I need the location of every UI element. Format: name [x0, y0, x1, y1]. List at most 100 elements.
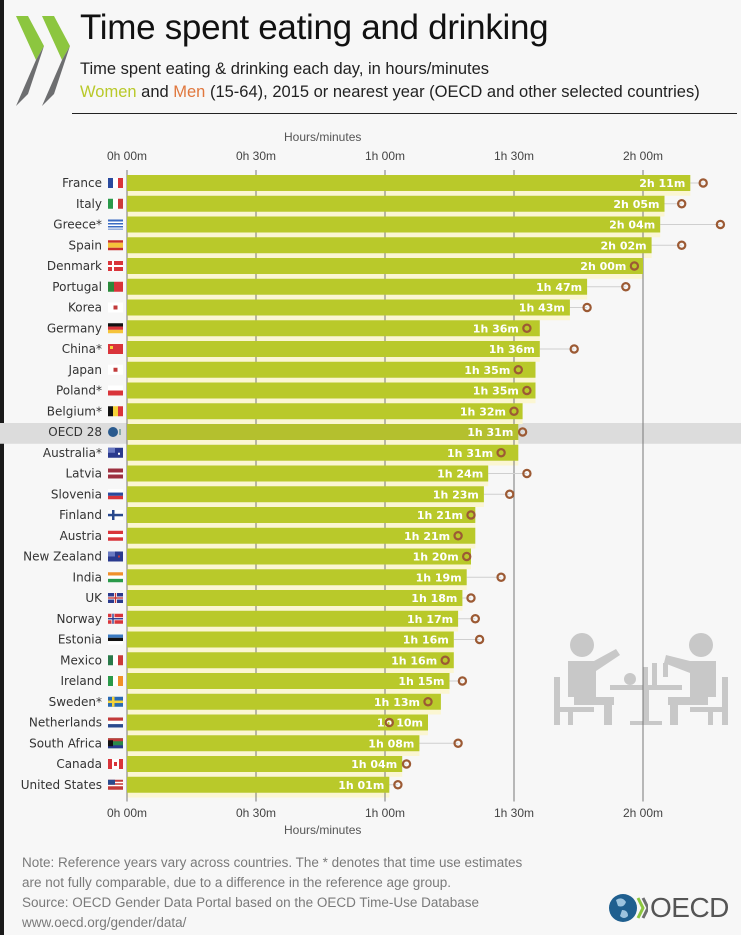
bar-value-label: 1h 21m — [404, 530, 450, 543]
marker-men — [496, 572, 506, 582]
bar-women — [127, 693, 441, 710]
category-label: Slovenia — [51, 487, 102, 501]
marker-men — [457, 676, 468, 686]
row-stripe — [127, 377, 536, 383]
flag-lv-icon — [108, 468, 123, 479]
oecd-logo: OECD — [608, 890, 729, 926]
row-stripe — [127, 751, 420, 756]
category-label: India — [73, 570, 102, 584]
category-label: Finland — [59, 508, 102, 522]
row-stripe — [127, 357, 540, 362]
flag-ie-icon — [108, 676, 123, 686]
row-stripe — [127, 336, 540, 341]
bar-women — [127, 382, 536, 399]
marker-men — [393, 780, 403, 790]
category-label: Estonia — [58, 633, 102, 647]
flag-za-icon — [108, 738, 123, 749]
bar-women — [127, 403, 523, 420]
x-tick-label: 0h 00m — [106, 149, 148, 163]
marker-men — [509, 406, 519, 416]
row-stripe — [127, 191, 691, 196]
page-title: Time spent eating and drinking — [80, 8, 549, 47]
bar-value-label: 1h 08m — [368, 737, 414, 750]
category-label: China* — [62, 342, 102, 356]
bar-women — [127, 673, 450, 689]
category-label: Belgium* — [47, 404, 102, 418]
bar-value-label: 1h 04m — [351, 758, 397, 771]
bar-women — [127, 631, 454, 648]
row-stripe — [127, 211, 665, 217]
x-tick-label: 2h 00m — [622, 149, 664, 163]
category-label: Australia* — [43, 446, 102, 460]
category-label: Netherlands — [29, 716, 102, 730]
bar-value-label: 1h 18m — [411, 592, 457, 605]
x-tick-label: 2h 00m — [622, 806, 664, 820]
category-label: France — [62, 176, 102, 190]
x-tick-label: 0h 30m — [235, 149, 277, 163]
legend-women: Women — [80, 83, 137, 101]
marker-men — [423, 697, 433, 707]
bar-women — [127, 776, 390, 793]
category-label: Ireland — [60, 674, 102, 688]
flag-be-icon — [108, 406, 123, 417]
category-label: Sweden* — [49, 695, 102, 709]
flag-es-icon — [108, 240, 123, 251]
marker-men — [474, 634, 485, 645]
bar-women — [127, 195, 665, 212]
bar-women — [127, 175, 691, 191]
x-tick-label: 1h 00m — [364, 806, 406, 820]
row-stripe — [127, 606, 463, 611]
category-label: Italy — [76, 197, 102, 211]
subtitle: Time spent eating & drinking each day, i… — [80, 60, 490, 78]
flag-pt-icon — [108, 281, 123, 292]
bar-women — [127, 299, 570, 316]
bar-value-label: 1h 10m — [377, 717, 423, 730]
flag-us-icon — [108, 779, 123, 790]
bar-value-label: 1h 35m — [473, 385, 519, 398]
row-stripe — [127, 440, 519, 445]
marker-men — [517, 427, 528, 437]
bar-women — [127, 735, 420, 752]
bar-women — [127, 424, 519, 440]
row-stripe — [127, 502, 484, 507]
bar-value-label: 1h 36m — [489, 343, 535, 356]
bar-women — [127, 569, 467, 586]
bar-women — [127, 444, 519, 461]
row-stripe — [127, 668, 454, 673]
category-label: Norway — [56, 612, 102, 626]
bar-value-label: 1h 23m — [433, 488, 479, 501]
row-stripe — [127, 398, 536, 404]
marker-men — [569, 344, 579, 354]
x-axis-title-top: Hours/minutes — [284, 130, 362, 144]
marker-men — [621, 282, 631, 292]
row-stripe — [127, 585, 467, 590]
flag-cn-icon — [108, 344, 123, 354]
header-divider — [72, 113, 737, 114]
flag-uk-icon — [108, 593, 123, 603]
marker-men — [496, 448, 506, 458]
bar-value-label: 1h 43m — [519, 302, 565, 315]
marker-men — [677, 240, 687, 250]
flag-gr-icon — [108, 219, 123, 230]
bar-value-label: 1h 16m — [403, 634, 449, 647]
flag-nz-icon — [108, 551, 123, 562]
source-url[interactable]: www.oecd.org/gender/data/ — [22, 915, 187, 930]
row-stripe — [127, 253, 652, 258]
row-stripe — [127, 730, 428, 736]
x-tick-label: 1h 00m — [364, 149, 406, 163]
left-border — [0, 0, 4, 935]
category-label: Germany — [47, 321, 102, 335]
bar-value-label: 1h 16m — [391, 654, 437, 667]
x-tick-label: 0h 00m — [106, 806, 148, 820]
category-label: United States — [21, 778, 102, 792]
globe-icon — [609, 894, 648, 922]
bar-women — [127, 216, 661, 233]
bar-women — [127, 278, 588, 295]
bar-value-label: 2h 02m — [601, 239, 647, 252]
row-stripe — [127, 792, 390, 798]
flag-ca-icon — [108, 759, 123, 769]
bar-value-label: 1h 35m — [464, 364, 510, 377]
bar-women — [127, 714, 428, 731]
footnote: Note: Reference years vary across countr… — [22, 853, 522, 933]
